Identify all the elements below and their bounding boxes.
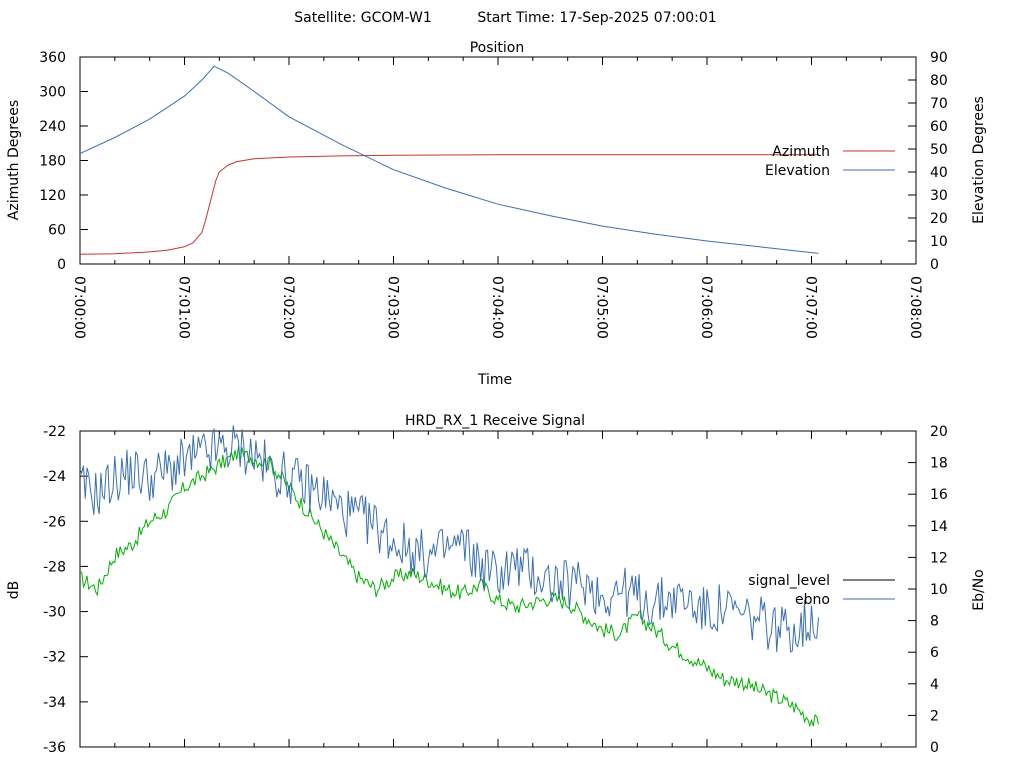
series-line-elevation xyxy=(79,65,819,254)
x-tick-label: 07:04:00 xyxy=(489,276,505,339)
y2-tick-label: 20 xyxy=(930,424,948,440)
y2-tick-label: 10 xyxy=(930,234,948,250)
y2-tick-label: 0 xyxy=(930,257,939,273)
receive-right-axis: 0 2 4 6 8 10 12 14 16 18 20 xyxy=(908,424,948,756)
position-right-axis: 0 10 20 30 40 50 60 70 80 90 xyxy=(908,50,948,273)
y2-tick-label: 30 xyxy=(930,188,948,204)
legend-signal-level-label: signal_level xyxy=(748,573,830,589)
y2-tick-label: 16 xyxy=(930,487,948,503)
receive-series xyxy=(79,425,819,728)
y2-tick-label: 20 xyxy=(930,211,948,227)
y2-tick-label: 40 xyxy=(930,165,948,181)
receive-y-label: dB xyxy=(6,581,22,600)
x-tick-label: 07:02:00 xyxy=(280,276,296,339)
y2-tick-label: 0 xyxy=(930,740,939,756)
x-tick-label: 07:03:00 xyxy=(385,276,401,339)
y-tick-label: -32 xyxy=(43,650,66,666)
y-tick-label: 240 xyxy=(39,119,66,135)
x-tick-label: 07:05:00 xyxy=(594,276,610,339)
legend-azimuth-label: Azimuth xyxy=(772,144,830,160)
receive-signal-chart-title: HRD_RX_1 Receive Signal xyxy=(405,413,585,429)
y-tick-label: -36 xyxy=(43,740,66,756)
receive-y2-label: Eb/No xyxy=(971,569,987,611)
y2-tick-label: 60 xyxy=(930,119,948,135)
position-chart: Position 0 60 120 180 240 300 360 0 10 20 30 40 50 6… xyxy=(6,40,987,388)
x-tick-label: 07:00:00 xyxy=(71,276,87,339)
satellite-label: Satellite: GCOM-W1 xyxy=(294,10,431,26)
position-y-label: Azimuth Degrees xyxy=(6,100,22,220)
position-x-label: Time xyxy=(477,372,512,388)
legend-elevation-label: Elevation xyxy=(765,163,830,179)
receive-time-axis xyxy=(79,431,917,747)
y2-tick-label: 70 xyxy=(930,96,948,112)
position-series xyxy=(79,65,819,255)
x-tick-label: 07:01:00 xyxy=(176,276,192,339)
y2-tick-label: 8 xyxy=(930,614,939,630)
series-line-ebno xyxy=(79,425,819,653)
y2-tick-label: 18 xyxy=(930,456,948,472)
y-tick-label: -30 xyxy=(43,605,66,621)
series-line-azimuth xyxy=(79,154,819,255)
position-chart-title: Position xyxy=(470,40,525,56)
start-time-label: Start Time: 17-Sep-2025 07:00:01 xyxy=(477,10,716,26)
position-time-axis: 07:00:00 07:01:00 07:02:00 07:03:00 07:04:00… xyxy=(71,57,923,339)
x-tick-label: 07:06:00 xyxy=(698,276,714,339)
y2-tick-label: 50 xyxy=(930,142,948,158)
y2-tick-label: 12 xyxy=(930,550,948,566)
y2-tick-label: 90 xyxy=(930,50,948,66)
y-tick-label: -24 xyxy=(43,469,66,485)
series-line-signal_level xyxy=(79,446,819,728)
y2-tick-label: 80 xyxy=(930,73,948,89)
x-tick-label: 07:07:00 xyxy=(803,276,819,339)
y-tick-label: 180 xyxy=(39,154,66,170)
y2-tick-label: 2 xyxy=(930,708,939,724)
y-tick-label: 120 xyxy=(39,188,66,204)
receive-signal-chart: HRD_RX_1 Receive Signal -36-34-32-30-28-… xyxy=(6,413,987,756)
receive-left-axis: -36 -34 -32 -30 -28 -26 -24 -22 xyxy=(43,424,88,756)
y-tick-label: 300 xyxy=(39,85,66,101)
x-tick-label: 07:08:00 xyxy=(907,276,923,339)
position-plot-frame xyxy=(79,56,917,265)
position-left-axis: 0 60 120 180 240 300 360 xyxy=(39,50,88,273)
y-tick-label: 60 xyxy=(48,223,66,239)
legend-ebno-label: ebno xyxy=(795,592,830,608)
y-tick-label: -34 xyxy=(43,695,66,711)
y-tick-label: -22 xyxy=(43,424,66,440)
y2-tick-label: 14 xyxy=(930,519,948,535)
y2-tick-label: 4 xyxy=(930,677,939,693)
y2-tick-label: 6 xyxy=(930,645,939,661)
y2-tick-label: 10 xyxy=(930,582,948,598)
position-y2-label: Elevation Degrees xyxy=(971,96,987,224)
y-tick-label: 360 xyxy=(39,50,66,66)
y-tick-label: -26 xyxy=(43,514,66,530)
y-tick-label: 0 xyxy=(57,257,66,273)
y-tick-label: -28 xyxy=(43,559,66,575)
